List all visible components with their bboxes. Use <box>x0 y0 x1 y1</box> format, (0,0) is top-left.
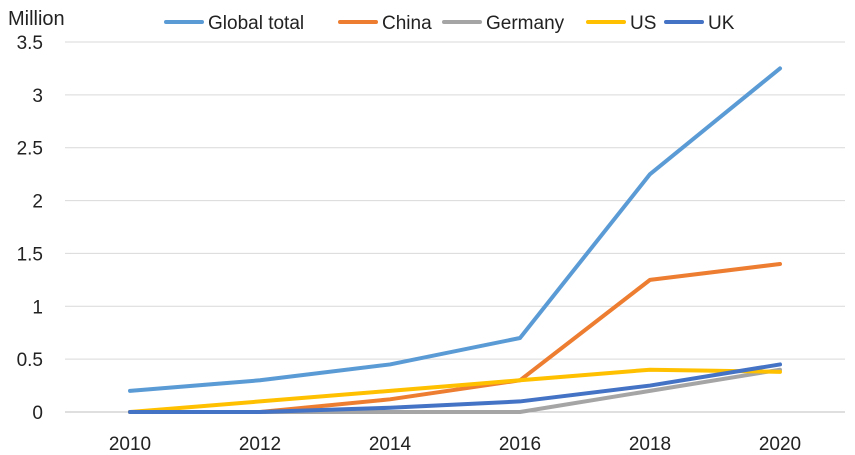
x-tick-label: 2012 <box>239 434 281 455</box>
legend-item-us: US <box>586 13 656 34</box>
y-tick-label: 0 <box>32 403 43 424</box>
legend: Global total China Germany US UK <box>164 13 735 34</box>
y-tick-label: 1 <box>32 297 43 318</box>
legend-item-china: China <box>338 13 432 34</box>
x-axis-ticks: 2010 2012 2014 2016 2018 2020 <box>109 434 801 455</box>
gridlines <box>65 41 845 413</box>
series-line-china <box>128 262 782 414</box>
y-axis-ticks: 0 0.5 1 1.5 2 2.5 3 3.5 <box>17 33 43 424</box>
x-tick-label: 2020 <box>759 434 801 455</box>
y-tick-label: 3 <box>32 86 43 107</box>
x-tick-label: 2016 <box>499 434 541 455</box>
y-axis-label: Million <box>8 8 65 30</box>
legend-label: US <box>630 13 656 34</box>
y-tick-label: 2 <box>32 192 43 213</box>
x-tick-label: 2018 <box>629 434 671 455</box>
y-tick-label: 1.5 <box>17 244 43 265</box>
legend-label: UK <box>708 13 735 34</box>
series-line-us <box>128 367 782 414</box>
x-tick-label: 2010 <box>109 434 151 455</box>
y-tick-label: 3.5 <box>17 33 43 54</box>
y-tick-label: 2.5 <box>17 139 43 160</box>
legend-item-germany: Germany <box>442 13 565 34</box>
series-lines <box>128 66 782 414</box>
legend-item-uk: UK <box>664 13 735 34</box>
legend-label: China <box>382 13 432 34</box>
x-tick-label: 2014 <box>369 434 412 455</box>
legend-label: Global total <box>208 13 304 34</box>
legend-item-global-total: Global total <box>164 13 304 34</box>
series-line-uk <box>128 362 782 414</box>
y-tick-label: 0.5 <box>17 350 43 371</box>
legend-label: Germany <box>486 13 565 34</box>
series-line-global-total <box>128 66 782 393</box>
